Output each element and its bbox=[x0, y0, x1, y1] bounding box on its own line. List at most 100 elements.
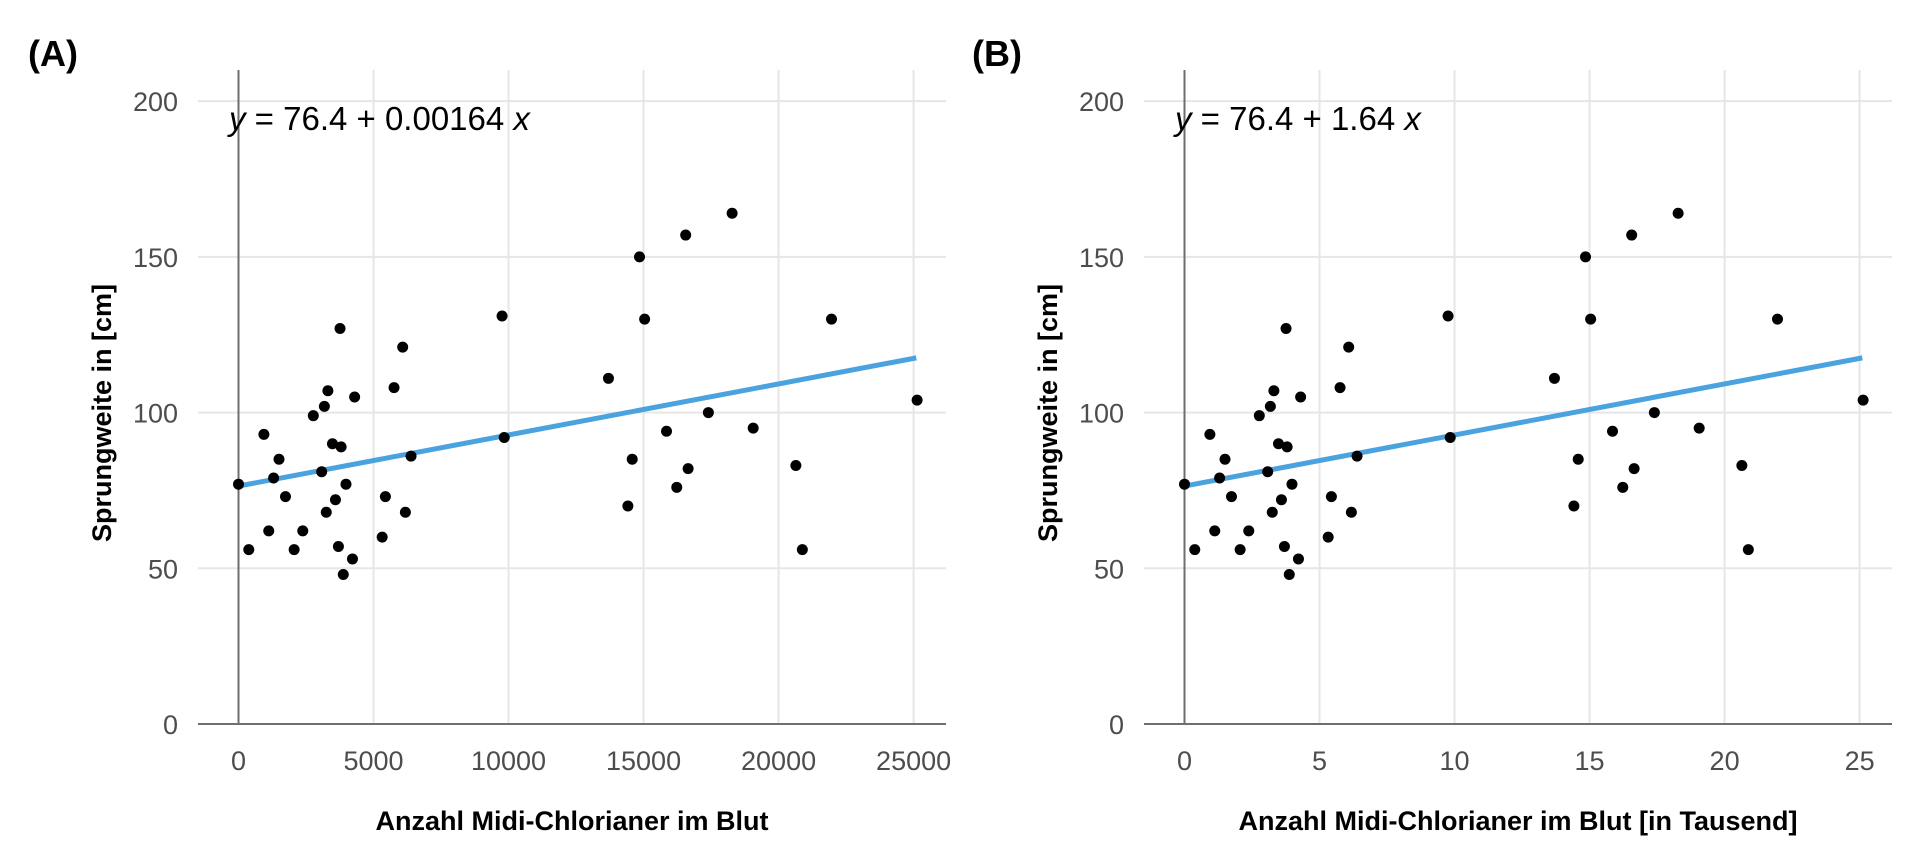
data-point bbox=[1280, 322, 1292, 334]
data-point bbox=[1295, 391, 1307, 403]
points-layer bbox=[1179, 207, 1869, 581]
data-point bbox=[1189, 544, 1201, 556]
data-point bbox=[273, 453, 285, 465]
data-point bbox=[1292, 553, 1304, 565]
data-point bbox=[1272, 438, 1284, 450]
regression-line bbox=[1184, 355, 1863, 489]
data-point bbox=[1204, 428, 1216, 440]
y-tick-label: 0 bbox=[163, 710, 178, 740]
data-point bbox=[1278, 540, 1290, 552]
data-point bbox=[1568, 500, 1580, 512]
x-tick-label: 15 bbox=[1575, 746, 1605, 776]
data-point bbox=[622, 500, 634, 512]
y-tick-label: 200 bbox=[1079, 87, 1124, 117]
data-point bbox=[297, 525, 309, 537]
data-point bbox=[1214, 472, 1226, 484]
data-point bbox=[796, 544, 808, 556]
panel-label: (A) bbox=[28, 33, 78, 74]
data-point bbox=[279, 491, 291, 503]
data-point bbox=[307, 410, 319, 422]
data-point bbox=[1580, 251, 1592, 263]
data-point bbox=[726, 207, 738, 219]
data-point bbox=[496, 310, 508, 322]
data-point bbox=[1693, 422, 1705, 434]
x-axis-title: Anzahl Midi-Chlorianer im Blut bbox=[375, 806, 768, 836]
data-point bbox=[243, 544, 255, 556]
data-point bbox=[1253, 410, 1265, 422]
data-point bbox=[680, 229, 692, 241]
regression-equation: y = 76.4 + 1.64 x bbox=[1173, 100, 1422, 137]
data-point bbox=[332, 540, 344, 552]
data-point bbox=[263, 525, 275, 537]
y-axis-title: Sprungweite in [cm] bbox=[87, 284, 117, 542]
data-point bbox=[1607, 425, 1619, 437]
y-tick-label: 150 bbox=[1079, 243, 1124, 273]
data-point bbox=[1268, 385, 1280, 397]
data-point bbox=[1648, 407, 1660, 419]
data-point bbox=[258, 428, 270, 440]
data-point bbox=[326, 438, 338, 450]
data-point bbox=[1234, 544, 1246, 556]
panel-label: (B) bbox=[972, 33, 1022, 74]
y-tick-label: 100 bbox=[1079, 399, 1124, 429]
data-point bbox=[639, 313, 651, 325]
x-tick-label: 5 bbox=[1312, 746, 1327, 776]
data-point bbox=[1219, 453, 1231, 465]
axes bbox=[198, 70, 946, 725]
data-point bbox=[1351, 450, 1363, 462]
x-tick-label: 10000 bbox=[471, 746, 546, 776]
data-point bbox=[671, 481, 683, 493]
data-point bbox=[790, 460, 802, 472]
x-tick-label: 25 bbox=[1845, 746, 1875, 776]
data-point bbox=[1283, 569, 1295, 581]
data-point bbox=[399, 506, 411, 518]
data-point bbox=[1345, 506, 1357, 518]
data-point bbox=[747, 422, 759, 434]
data-point bbox=[911, 394, 923, 406]
data-point bbox=[1266, 506, 1278, 518]
data-point bbox=[346, 553, 358, 565]
data-point bbox=[322, 385, 334, 397]
regression-line bbox=[238, 355, 917, 489]
data-point bbox=[1617, 481, 1629, 493]
y-tick-label: 0 bbox=[1109, 710, 1124, 740]
data-point bbox=[1343, 341, 1355, 353]
data-point bbox=[1548, 372, 1560, 384]
data-point bbox=[268, 472, 280, 484]
y-tick-label: 50 bbox=[1094, 554, 1124, 584]
data-point bbox=[388, 382, 400, 394]
regression-layer bbox=[238, 355, 917, 489]
axes bbox=[1144, 70, 1892, 725]
panel-b: (B) 0 50 100 150 200 0 5 10 15 20 25 y = 76.4 + 1.… bbox=[972, 33, 1892, 836]
data-point bbox=[335, 441, 347, 453]
data-point bbox=[1857, 394, 1869, 406]
y-tick-label: 200 bbox=[133, 87, 178, 117]
data-point bbox=[334, 322, 346, 334]
data-point bbox=[405, 450, 417, 462]
data-point bbox=[702, 407, 714, 419]
data-point bbox=[826, 313, 838, 325]
data-point bbox=[349, 391, 361, 403]
points-layer bbox=[233, 207, 923, 581]
data-point bbox=[316, 466, 328, 478]
x-tick-label: 0 bbox=[231, 746, 246, 776]
data-point bbox=[1772, 313, 1784, 325]
data-point bbox=[1264, 400, 1276, 412]
data-point bbox=[498, 431, 510, 443]
data-point bbox=[1672, 207, 1684, 219]
data-point bbox=[626, 453, 638, 465]
y-tick-label: 100 bbox=[133, 399, 178, 429]
y-tick-label: 150 bbox=[133, 243, 178, 273]
grid bbox=[1144, 70, 1892, 725]
data-point bbox=[1585, 313, 1597, 325]
data-point bbox=[634, 251, 646, 263]
data-point bbox=[1275, 494, 1287, 506]
x-tick-label: 15000 bbox=[606, 746, 681, 776]
x-tick-label: 0 bbox=[1177, 746, 1192, 776]
data-point bbox=[1179, 478, 1191, 490]
data-point bbox=[337, 569, 349, 581]
data-point bbox=[1243, 525, 1255, 537]
data-point bbox=[1225, 491, 1237, 503]
panel-a: (A) 0 50 100 150 200 0 5000 10000 15000 20000 2500… bbox=[28, 33, 951, 836]
